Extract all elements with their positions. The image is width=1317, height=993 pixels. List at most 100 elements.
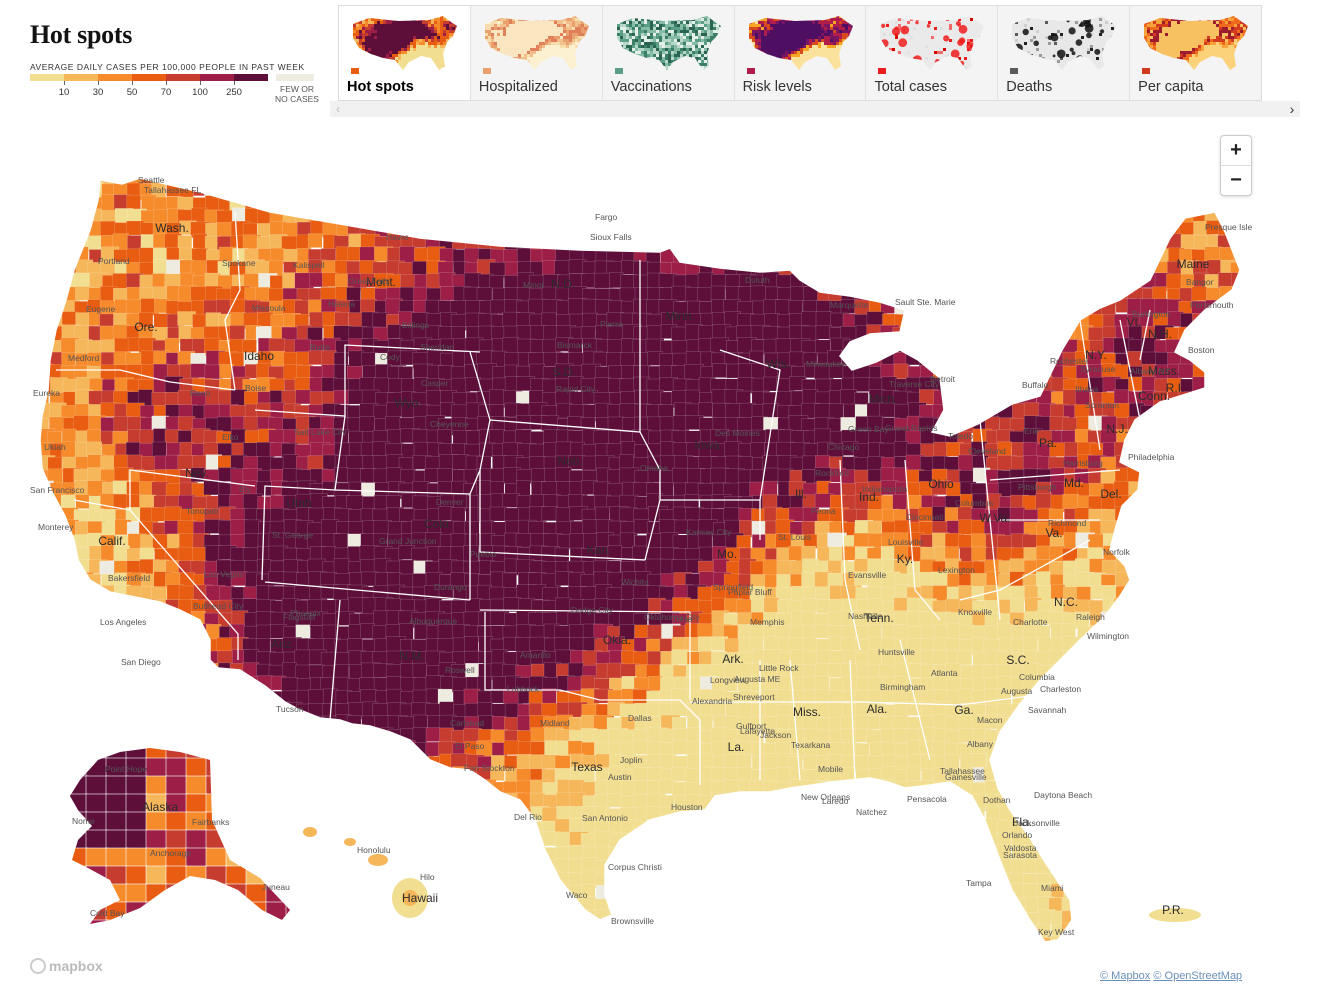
mapbox-attribution-link[interactable]: © Mapbox: [1100, 970, 1151, 982]
city-label: Honolulu: [357, 845, 391, 855]
city-label: Alexandria: [692, 696, 732, 706]
city-label: Lubbock: [507, 684, 540, 694]
city-label: Charlotte: [1013, 617, 1048, 627]
city-label: Syracuse: [1080, 364, 1116, 374]
state-label: Maine: [1177, 257, 1210, 271]
city-label: Sioux Falls: [590, 232, 632, 242]
legend-tick-mark: [234, 81, 235, 85]
city-label: Nashville: [848, 611, 883, 621]
city-label: Daytona Beach: [1034, 790, 1092, 800]
zoom-out-button[interactable]: −: [1230, 169, 1242, 191]
city-label: Reno: [190, 388, 211, 398]
city-label: Peoria: [811, 506, 836, 516]
state-label: N.Y.: [1085, 348, 1107, 362]
city-label: Valdosta: [1004, 843, 1037, 853]
state-label: Ohio: [928, 477, 954, 491]
city-label: Pittsburgh: [1018, 482, 1057, 492]
city-label: Albuquerque: [409, 616, 457, 626]
state-label: Ky.: [897, 552, 913, 566]
tab-deaths[interactable]: Deaths: [998, 6, 1131, 100]
city-label: Bakersfield: [108, 573, 150, 583]
city-label: Green Bay: [848, 424, 889, 434]
us-county-map[interactable]: Wash. Ore. Calif. Nev. Idaho Mont. Wyo. Utah Ari…: [0, 120, 1317, 993]
city-label: Bangor: [1186, 277, 1214, 287]
city-label: Sault Ste. Marie: [895, 297, 956, 307]
city-label: Louisville: [888, 537, 923, 547]
tab-label: Vaccinations: [610, 79, 692, 95]
state-label: Del.: [1100, 487, 1121, 501]
legend-tick-label: 250: [226, 87, 242, 98]
city-label: Natchez: [856, 807, 887, 817]
city-label: Billings: [402, 320, 429, 330]
city-label: Erie: [1024, 426, 1039, 436]
city-label: Eugene: [86, 304, 116, 314]
osm-attribution-link[interactable]: © OpenStreetMap: [1153, 970, 1243, 982]
city-label: Harrisburg: [1063, 458, 1103, 468]
scroll-right-icon[interactable]: ›: [1289, 101, 1295, 117]
mapbox-logo-icon: [30, 958, 46, 974]
city-label: Lexington: [938, 565, 975, 575]
state-label: Minn.: [665, 309, 694, 323]
city-label: Huntsville: [878, 647, 915, 657]
city-label: Traverse City: [889, 379, 940, 389]
city-label: Knoxville: [958, 607, 992, 617]
puerto-rico-island: [1149, 908, 1201, 922]
tab-risk-levels[interactable]: Risk levels: [734, 6, 867, 100]
state-label: Iowa: [694, 438, 720, 452]
tab-total-cases[interactable]: Total cases: [866, 6, 999, 100]
city-label: Wichita: [621, 577, 649, 587]
city-label: Spokane: [222, 258, 256, 268]
legend-ticks: 10 30 50 70 100 250: [30, 81, 270, 98]
zoom-in-button[interactable]: +: [1221, 136, 1251, 166]
mapbox-logo[interactable]: mapbox: [30, 958, 103, 974]
tab-hospitalized[interactable]: Hospitalized: [470, 6, 603, 100]
tab-per-capita[interactable]: Per capita: [1130, 6, 1262, 100]
city-label: Amarillo: [520, 650, 551, 660]
tab-label: Total cases: [874, 79, 947, 95]
legend-swatch: [132, 74, 166, 81]
city-label: Dothan: [983, 795, 1011, 805]
page-title: Hot spots: [30, 20, 133, 49]
state-label: Pa.: [1039, 436, 1057, 450]
city-label: Marquette: [830, 300, 869, 310]
hospitalized-thumbnail: [479, 12, 595, 76]
city-label: Sarasota: [1003, 850, 1037, 860]
city-label: Augusta: [1001, 686, 1032, 696]
city-label: Ukiah: [44, 442, 66, 452]
state-label: Kan.: [587, 543, 612, 557]
city-label: Tulsa: [672, 614, 693, 624]
legend-tick-mark: [98, 81, 99, 85]
legend-swatch: [98, 74, 132, 81]
state-label: Va.: [1045, 526, 1062, 540]
tab-label: Per capita: [1138, 79, 1204, 95]
deaths-thumbnail: [1006, 12, 1122, 76]
tab-hot-spots[interactable]: Hot spots: [339, 6, 471, 100]
state-label: Tenn.: [864, 611, 893, 625]
city-label: Charleston: [1040, 684, 1081, 694]
city-label: Roswell: [445, 665, 475, 675]
scroll-left-icon[interactable]: ‹: [336, 102, 340, 116]
city-label: Rochester: [1050, 356, 1089, 366]
city-label: Del Rio: [514, 812, 542, 822]
city-label: Tucson: [276, 704, 304, 714]
city-label: Jackson: [760, 730, 791, 740]
legend-swatch: [200, 74, 234, 81]
city-label: Los Angeles: [100, 617, 146, 627]
city-label: San Diego: [121, 657, 161, 667]
city-label: Carlsbad: [450, 718, 484, 728]
state-label: P.R.: [1162, 903, 1184, 917]
tabs-scrollbar[interactable]: ‹ ›: [330, 101, 1300, 117]
city-label: Grand Junction: [379, 536, 437, 546]
legend-label: AVERAGE DAILY CASES PER 100,000 PEOPLE I…: [30, 62, 305, 72]
city-label: Poplar Bluff: [728, 587, 772, 597]
legend-swatch: [234, 74, 268, 81]
city-label: Albany: [967, 739, 994, 749]
city-label: Norfolk: [1103, 547, 1131, 557]
total-cases-thumbnail: [874, 12, 990, 76]
city-label: San Antonio: [582, 813, 628, 823]
tab-vaccinations[interactable]: Vaccinations: [602, 6, 735, 100]
city-label: Kansas City: [686, 527, 732, 537]
hot-spots-thumbnail: [347, 12, 463, 76]
city-label: Bullhead City: [193, 601, 244, 611]
city-label: Las Vegas: [204, 569, 244, 579]
